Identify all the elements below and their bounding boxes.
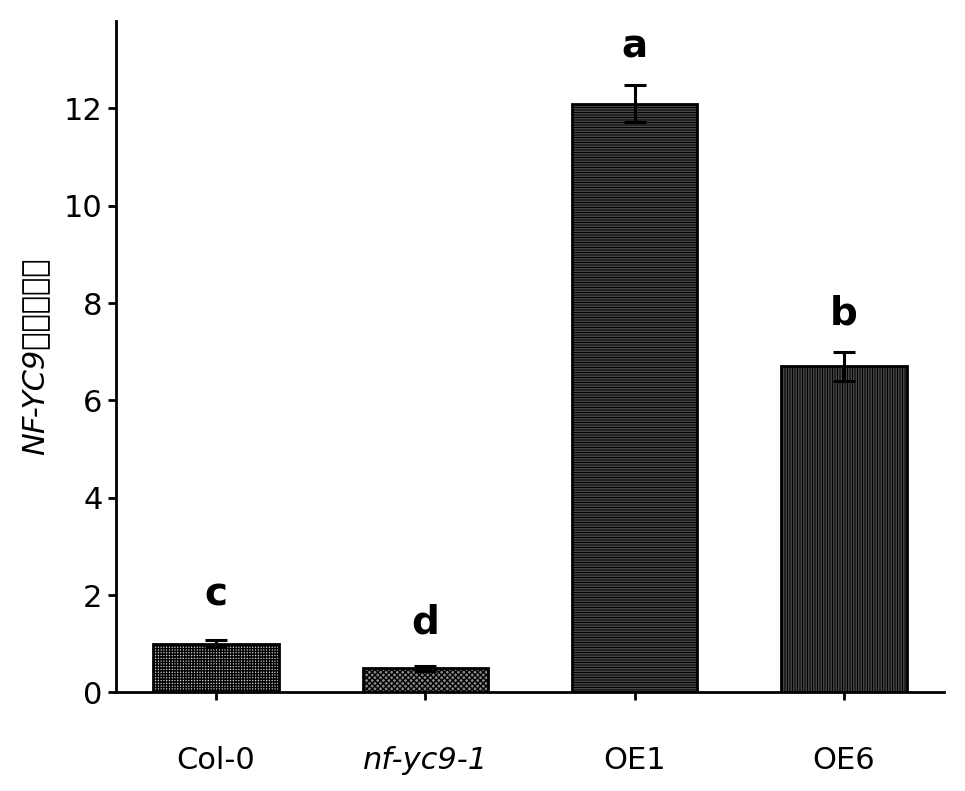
Text: d: d bbox=[411, 604, 439, 642]
Text: a: a bbox=[621, 28, 648, 66]
Text: Col-0: Col-0 bbox=[177, 746, 256, 775]
Bar bbox=[781, 366, 906, 692]
Bar bbox=[571, 104, 698, 692]
Text: OE1: OE1 bbox=[603, 746, 666, 775]
Bar bbox=[153, 644, 279, 692]
Y-axis label: NF-YC9相对表达量: NF-YC9相对表达量 bbox=[21, 258, 50, 456]
Bar bbox=[363, 668, 488, 692]
Text: b: b bbox=[830, 294, 858, 332]
Text: c: c bbox=[205, 576, 228, 614]
Text: nf-yc9-1: nf-yc9-1 bbox=[363, 746, 488, 775]
Text: OE6: OE6 bbox=[813, 746, 875, 775]
